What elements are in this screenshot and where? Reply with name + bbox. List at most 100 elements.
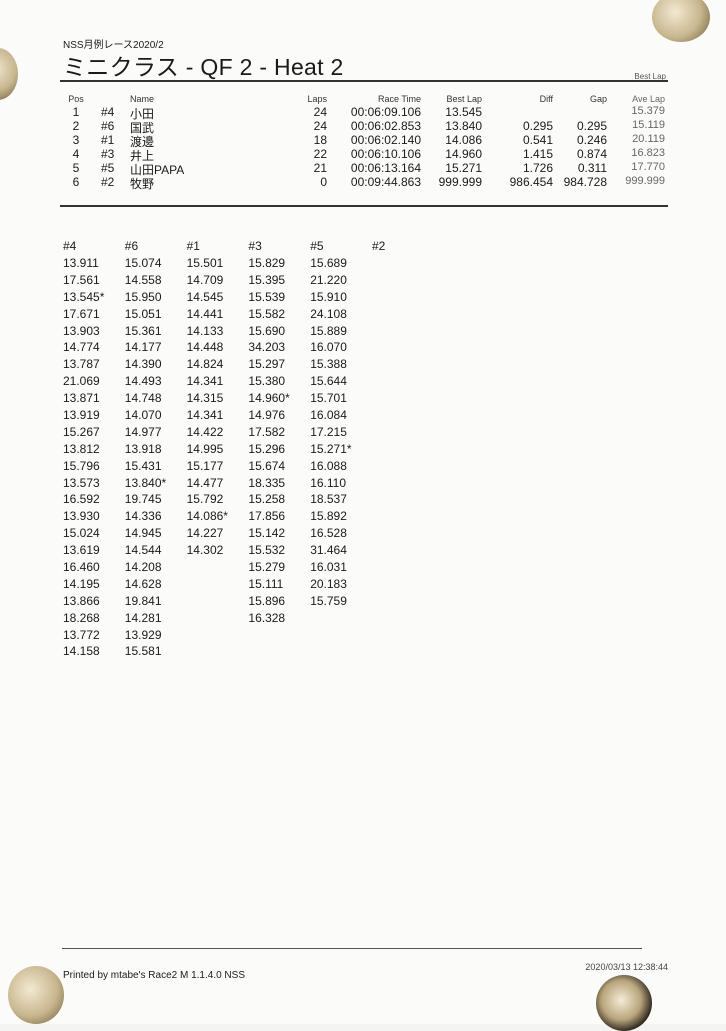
lap-time: 13.812 [63, 441, 100, 456]
lap-time: 14.208 [124, 560, 162, 575]
lap-time: 15.644 [310, 374, 347, 389]
cell-gap: 0.295 [576, 119, 607, 133]
results-table: Pos Name Laps Race Time Best Lap Diff Ga… [58, 94, 670, 191]
cell-num: #6 [101, 119, 115, 133]
cell-pos: 4 [72, 147, 80, 161]
cell-pos: 6 [72, 175, 80, 189]
cell-ave-lap: 17.770 [631, 161, 665, 173]
lap-time: 15.279 [248, 560, 286, 575]
cell-pos: 2 [72, 119, 80, 133]
lap-time: 15.074 [124, 256, 162, 270]
cell-laps: 24 [313, 119, 327, 133]
footer-divider [62, 948, 642, 949]
lap-time: 16.460 [63, 560, 100, 575]
result-row: 6 #2 牧野 0 00:09:44.863 999.999 986.454 984.728 9… [58, 175, 670, 191]
lap-time: 14.177 [124, 340, 162, 355]
cell-name: 山田PAPA [130, 163, 185, 177]
lap-time: 17.582 [248, 424, 286, 439]
lap-time: 18.537 [310, 492, 347, 507]
lap-time: 21.069 [63, 374, 100, 389]
lap-time: 15.759 [310, 593, 347, 608]
col-name: Name [130, 94, 155, 104]
lap-column: #2 [372, 238, 434, 255]
title-divider [60, 80, 668, 82]
lap-time: 14.748 [124, 391, 162, 406]
lap-column-car: #6 [124, 239, 139, 253]
lap-time: 16.070 [310, 340, 347, 355]
lap-time: 13.930 [63, 509, 100, 524]
col-race-time: Race Time [377, 94, 421, 104]
cell-name: 小田 [130, 107, 155, 121]
lap-time: 14.341 [186, 408, 224, 423]
cell-name: 井上 [130, 149, 155, 163]
cell-pos: 5 [72, 161, 80, 175]
cell-ave-lap: 15.379 [631, 105, 665, 117]
cell-race-time: 00:06:09.106 [350, 105, 421, 119]
magnet-bottom-right [596, 975, 652, 1031]
lap-time: 14.441 [186, 306, 224, 321]
lap-time: 14.976 [248, 408, 286, 423]
cell-best-lap: 14.960 [445, 147, 482, 161]
results-header-row: Pos Name Laps Race Time Best Lap Diff Ga… [58, 94, 670, 105]
lap-time: 14.774 [63, 340, 100, 355]
lap-time: 14.341 [186, 374, 224, 389]
magnet-bottom-left [8, 966, 64, 1024]
cell-best-lap: 15.271 [445, 161, 482, 175]
col-pos: Pos [68, 94, 84, 104]
lap-time: 14.195 [63, 576, 100, 591]
lap-time: 15.501 [186, 256, 224, 270]
lap-time: 15.889 [310, 323, 347, 338]
lap-time: 15.111 [248, 576, 284, 591]
lap-column: #4 13.911 17.561 13.545* 17.671 13.903 14.774 1… [63, 238, 125, 660]
lap-time: 17.561 [63, 272, 100, 287]
lap-time: 14.628 [124, 576, 162, 591]
lap-time: 13.866 [63, 593, 100, 608]
cell-num: #5 [101, 161, 115, 175]
result-row: 2 #6 国武 24 00:06:02.853 13.840 0.295 0.295 15.11… [58, 119, 670, 135]
lap-time: 13.929 [124, 627, 162, 642]
lap-column-car: #5 [310, 239, 324, 253]
lap-column-car: #4 [63, 239, 77, 253]
lap-time: 14.448 [186, 340, 224, 355]
cell-race-time: 00:09:44.863 [350, 175, 421, 189]
best-lap-note: Best Lap [634, 72, 666, 81]
lap-time: 15.395 [248, 272, 286, 287]
lap-time: 15.950 [124, 289, 162, 304]
cell-diff: 0.295 [522, 119, 553, 133]
col-ave-lap: Ave Lap [632, 94, 665, 104]
lap-time: 19.745 [124, 492, 162, 507]
lap-time: 14.070 [124, 408, 162, 423]
lap-time: 15.380 [248, 374, 286, 389]
lap-time: 15.582 [248, 306, 286, 321]
lap-time: 15.701 [310, 391, 347, 406]
lap-time: 14.545 [186, 289, 224, 304]
lap-time: 15.690 [248, 323, 286, 338]
lap-time: 14.824 [186, 357, 224, 372]
lap-time: 15.539 [248, 289, 286, 304]
cell-ave-lap: 15.119 [632, 119, 665, 131]
lap-time: 15.296 [248, 441, 286, 456]
lap-time: 14.336 [124, 509, 162, 524]
result-row: 3 #1 渡邊 18 00:06:02.140 14.086 0.541 0.246 20.11… [58, 133, 670, 149]
cell-name: 牧野 [130, 177, 155, 191]
lap-time: 14.960* [248, 391, 290, 406]
lap-time: 15.024 [63, 526, 100, 541]
lap-time: 20.183 [310, 576, 347, 591]
cell-num: #2 [101, 175, 115, 189]
lap-time: 13.911 [63, 256, 99, 270]
lap-column-car: #1 [186, 239, 200, 253]
lap-column: #6 15.074 14.558 15.950 15.051 15.361 14.177 14… [125, 238, 187, 660]
cell-diff: 1.415 [522, 147, 553, 161]
lap-column: #5 15.689 21.220 15.910 24.108 15.889 16.070 15… [310, 238, 372, 610]
lap-time: 15.674 [248, 458, 286, 473]
cell-diff: 0.541 [522, 133, 553, 147]
lap-time: 14.227 [186, 526, 224, 541]
lap-time: 19.841 [124, 593, 162, 608]
lap-time: 15.532 [248, 543, 286, 558]
lap-time: 13.619 [63, 543, 100, 558]
cell-name: 国武 [130, 121, 155, 135]
lap-time: 14.086* [186, 509, 228, 524]
cell-laps: 0 [320, 175, 327, 189]
cell-race-time: 00:06:02.853 [350, 119, 421, 133]
